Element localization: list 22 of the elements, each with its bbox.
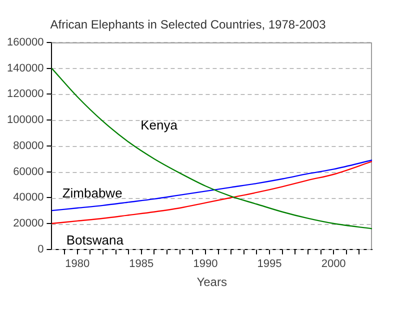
y-tick-label: 40000 bbox=[13, 192, 44, 204]
y-tick-label: 80000 bbox=[13, 140, 44, 152]
y-tick-label: 100000 bbox=[6, 114, 44, 126]
chart-title: African Elephants in Selected Countries, 1978-2003 bbox=[50, 18, 326, 32]
line-series bbox=[52, 68, 372, 230]
line-series bbox=[52, 160, 372, 224]
y-tick-label: 120000 bbox=[6, 88, 44, 100]
x-tick-label: 1980 bbox=[65, 258, 90, 270]
y-tick-label: 60000 bbox=[13, 166, 44, 178]
series-label: Zimbabwe bbox=[62, 186, 122, 201]
x-tick-label: 1995 bbox=[257, 258, 282, 270]
x-tick-label: 2000 bbox=[321, 258, 346, 270]
series-label: Kenya bbox=[140, 118, 178, 133]
y-tick-label: 20000 bbox=[13, 218, 44, 230]
series-label: Botswana bbox=[66, 232, 124, 248]
line-series bbox=[52, 160, 372, 212]
y-tick-label: 140000 bbox=[6, 62, 44, 74]
x-axis-title: Years bbox=[196, 275, 227, 290]
x-tick-label: 1990 bbox=[193, 258, 218, 270]
y-tick-label: 0 bbox=[38, 243, 44, 256]
y-tick-label: 160000 bbox=[6, 36, 44, 48]
x-tick-label: 1985 bbox=[129, 258, 154, 270]
